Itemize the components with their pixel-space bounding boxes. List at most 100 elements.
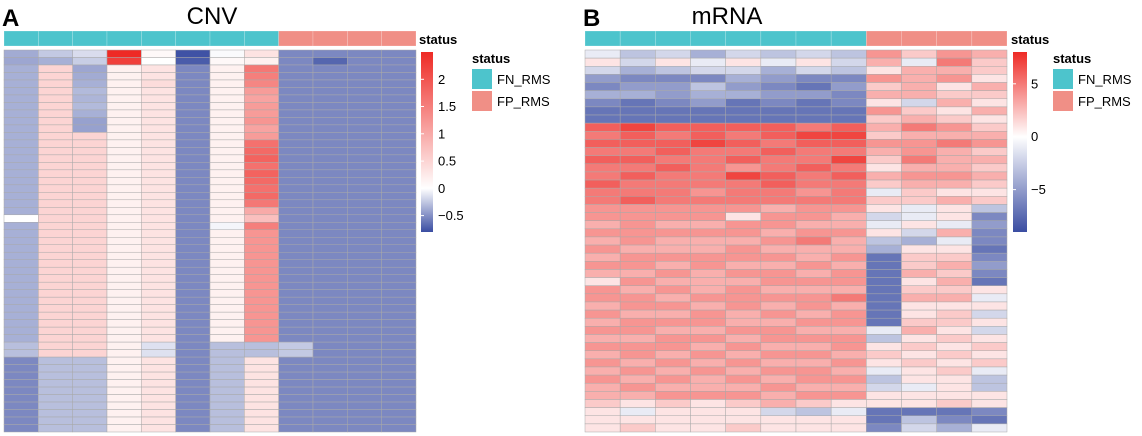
heatmap-cell <box>795 196 832 205</box>
annotation-cell-fn-rms <box>795 30 832 47</box>
heatmap-cell <box>690 212 726 221</box>
heatmap-cell <box>690 147 726 156</box>
heatmap-cell <box>830 49 867 59</box>
heatmap-cell <box>175 341 211 350</box>
heatmap-cell <box>381 326 417 335</box>
heatmap-cell <box>971 179 1008 189</box>
heatmap-cell <box>760 350 797 360</box>
heatmap-cell <box>38 154 73 163</box>
heatmap-cell <box>866 114 902 124</box>
heatmap-cell <box>106 229 142 238</box>
heatmap-cell <box>971 366 1008 376</box>
heatmap-cell <box>347 79 382 88</box>
heatmap-cell <box>830 252 867 262</box>
heatmap-cell <box>38 109 73 118</box>
heatmap-cell <box>3 237 39 245</box>
heatmap-cell <box>936 49 973 59</box>
heatmap-cell <box>901 293 937 303</box>
heatmap-cell <box>209 326 245 335</box>
heatmap-cell <box>866 220 902 230</box>
heatmap-cell <box>690 220 726 230</box>
heatmap-cell <box>175 237 211 245</box>
heatmap-cell <box>106 266 142 275</box>
heatmap-cell <box>244 124 279 133</box>
heatmap-cell <box>381 184 417 193</box>
heatmap-cell <box>619 98 656 108</box>
heatmap-cell <box>795 350 832 360</box>
heatmap-cell <box>795 236 832 246</box>
heatmap-cell <box>38 72 73 81</box>
heatmap-cell <box>725 187 762 197</box>
heatmap-cell <box>866 204 902 213</box>
heatmap-cell <box>38 79 73 88</box>
heatmap-cell <box>106 222 142 231</box>
heatmap-cell <box>690 358 726 368</box>
heatmap-cell <box>971 212 1008 221</box>
heatmap-cell <box>795 358 832 368</box>
heatmap-cell <box>866 423 902 433</box>
heatmap-cell <box>278 296 314 305</box>
heatmap-cell <box>3 117 39 126</box>
heatmap-cell <box>901 90 937 100</box>
heatmap-cell <box>347 237 382 245</box>
heatmap-cell <box>381 199 417 208</box>
panel-a-annotation-label: status <box>419 32 457 47</box>
annotation-cell-fn-rms <box>830 30 867 47</box>
heatmap-cell <box>725 391 762 400</box>
heatmap-cell <box>655 187 691 197</box>
colorbar-tick-label: 2 <box>438 72 445 87</box>
heatmap-cell <box>971 326 1008 335</box>
heatmap-cell <box>725 366 762 376</box>
heatmap-cell <box>619 228 656 238</box>
heatmap-cell <box>175 94 211 103</box>
heatmap-cell <box>795 244 832 254</box>
heatmap-cell <box>278 169 314 178</box>
heatmap-cell <box>175 289 211 298</box>
heatmap-cell <box>901 252 937 262</box>
heatmap-cell <box>655 131 691 140</box>
heatmap-cell <box>655 244 691 254</box>
heatmap-cell <box>866 244 902 254</box>
heatmap-cell <box>655 326 691 335</box>
heatmap-cell <box>244 424 279 433</box>
heatmap-cell <box>175 79 211 88</box>
heatmap-cell <box>619 407 656 416</box>
heatmap-cell <box>584 220 621 230</box>
heatmap-cell <box>830 139 867 148</box>
heatmap-cell <box>347 72 382 81</box>
heatmap-cell <box>901 139 937 148</box>
heatmap-cell <box>690 326 726 335</box>
heatmap-cell <box>312 162 348 171</box>
heatmap-cell <box>278 102 314 111</box>
heatmap-cell <box>312 326 348 335</box>
heatmap-cell <box>278 289 314 298</box>
heatmap-cell <box>690 244 726 254</box>
heatmap-cell <box>901 399 937 408</box>
heatmap-cell <box>244 274 279 283</box>
heatmap-cell <box>830 382 867 392</box>
heatmap-cell <box>312 259 348 268</box>
heatmap-cell <box>3 154 39 163</box>
heatmap-cell <box>795 301 832 311</box>
heatmap-cell <box>936 179 973 189</box>
heatmap-cell <box>936 399 973 408</box>
heatmap-cell <box>175 356 211 365</box>
heatmap-cell <box>725 261 762 270</box>
heatmap-cell <box>725 277 762 286</box>
annotation-cell-fn-rms <box>106 30 142 47</box>
heatmap-cell <box>971 407 1008 416</box>
heatmap-cell <box>312 394 348 403</box>
heatmap-cell <box>619 82 656 91</box>
heatmap-cell <box>38 207 73 216</box>
annotation-cell-fn-rms <box>244 30 279 47</box>
heatmap-cell <box>936 374 973 384</box>
heatmap-cell <box>866 269 902 278</box>
heatmap-cell <box>244 49 279 58</box>
annotation-cell-fp-rms <box>381 30 417 47</box>
heatmap-cell <box>830 366 867 376</box>
heatmap-cell <box>209 124 245 133</box>
heatmap-cell <box>106 334 142 343</box>
heatmap-cell <box>584 415 621 425</box>
heatmap-cell <box>38 416 73 425</box>
